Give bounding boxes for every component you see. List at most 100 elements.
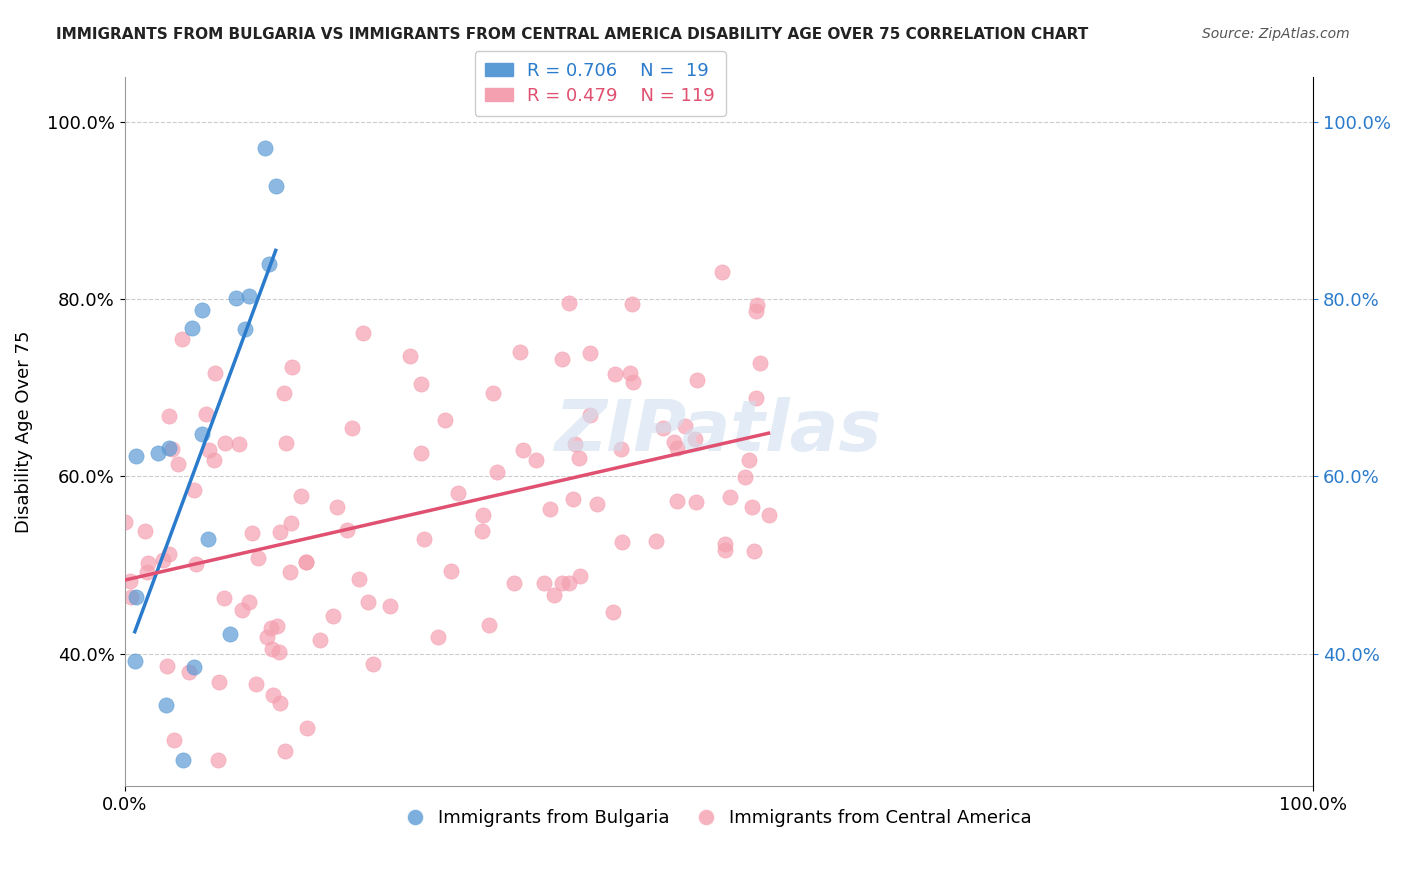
Point [238, 289, 260, 303]
Point [280, 516, 302, 530]
Point [336, 523, 359, 537]
Point [734, 469, 756, 483]
Point [551, 351, 574, 366]
Point [543, 588, 565, 602]
Point [167, 457, 190, 471]
Point [183, 483, 205, 497]
Point [446, 486, 468, 500]
Point [120, 590, 142, 604]
Text: Source: ZipAtlas.com: Source: ZipAtlas.com [1202, 27, 1350, 41]
Point [181, 320, 204, 334]
Point [741, 500, 763, 515]
Point [585, 497, 607, 511]
Point [160, 442, 183, 457]
Point [218, 627, 240, 641]
Point [713, 537, 735, 551]
Point [685, 495, 707, 509]
Point [745, 303, 768, 318]
Point [427, 630, 450, 644]
Point [326, 500, 349, 515]
Point [308, 632, 330, 647]
Point [134, 524, 156, 538]
Point [610, 534, 633, 549]
Point [231, 603, 253, 617]
Point [262, 689, 284, 703]
Point [269, 645, 291, 659]
Point [146, 446, 169, 460]
Point [269, 696, 291, 710]
Point [564, 436, 586, 450]
Point [485, 465, 508, 479]
Point [266, 618, 288, 632]
Point [477, 617, 499, 632]
Point [742, 544, 765, 558]
Point [665, 493, 688, 508]
Point [579, 346, 602, 360]
Point [208, 674, 231, 689]
Point [666, 442, 689, 456]
Point [246, 551, 269, 566]
Point [120, 574, 142, 588]
Point [745, 391, 768, 405]
Point [558, 575, 581, 590]
Point [683, 432, 706, 446]
Point [551, 576, 574, 591]
Point [509, 344, 531, 359]
Point [645, 534, 668, 549]
Point [194, 407, 217, 421]
Point [652, 421, 675, 435]
Point [602, 605, 624, 619]
Point [710, 265, 733, 279]
Point [278, 565, 301, 579]
Point [179, 665, 201, 679]
Point [482, 386, 505, 401]
Point [274, 436, 297, 450]
Point [207, 753, 229, 767]
Point [245, 677, 267, 691]
Point [269, 524, 291, 539]
Point [603, 367, 626, 381]
Point [361, 657, 384, 672]
Point [254, 141, 277, 155]
Point [745, 298, 768, 312]
Point [172, 753, 194, 767]
Point [620, 297, 643, 311]
Legend: Immigrants from Bulgaria, Immigrants from Central America: Immigrants from Bulgaria, Immigrants fro… [399, 802, 1039, 834]
Point [347, 573, 370, 587]
Point [172, 332, 194, 346]
Point [136, 556, 159, 570]
Point [562, 491, 585, 506]
Point [240, 526, 263, 541]
Point [413, 532, 436, 546]
Point [538, 501, 561, 516]
Point [260, 641, 283, 656]
Point [619, 367, 641, 381]
Point [183, 660, 205, 674]
Point [673, 418, 696, 433]
Point [257, 257, 280, 271]
Point [621, 375, 644, 389]
Point [610, 442, 633, 456]
Point [714, 542, 737, 557]
Point [124, 654, 146, 668]
Point [340, 421, 363, 435]
Point [685, 373, 707, 387]
Point [533, 576, 555, 591]
Point [434, 413, 457, 427]
Point [274, 744, 297, 758]
Point [197, 533, 219, 547]
Point [290, 489, 312, 503]
Point [191, 302, 214, 317]
Y-axis label: Disability Age Over 75: Disability Age Over 75 [15, 331, 32, 533]
Point [152, 552, 174, 566]
Point [256, 631, 278, 645]
Point [758, 508, 780, 522]
Point [157, 409, 180, 423]
Point [281, 360, 304, 375]
Point [662, 434, 685, 449]
Point [440, 565, 463, 579]
Point [409, 377, 432, 392]
Point [212, 591, 235, 605]
Point [191, 426, 214, 441]
Point [568, 451, 591, 466]
